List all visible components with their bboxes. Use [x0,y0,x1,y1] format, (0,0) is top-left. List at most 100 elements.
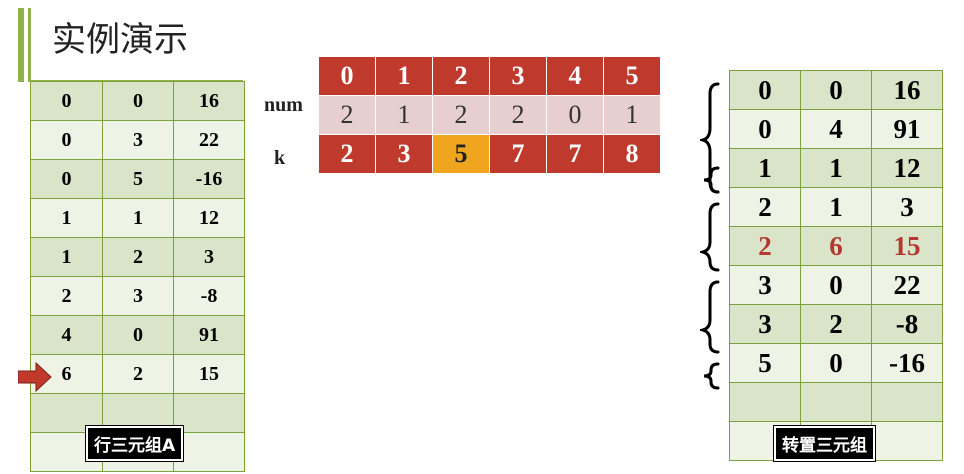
title-accent-bar-thin [28,8,31,82]
triple-a-cell: -8 [173,276,245,316]
triple-a-cell: 0 [30,120,103,160]
triple-a-label: 行三元组A [86,426,184,461]
triple-a-row: 0 3 22 [30,120,245,160]
brace-group-5 [703,362,720,390]
triple-a-row: 0 5 -16 [30,159,245,199]
triple-b-row: 1 1 12 [729,148,943,188]
triple-b-cell: 0 [729,70,801,110]
triple-b-cell: 0 [729,109,801,149]
triple-b-row: 0 0 16 [729,70,943,110]
k-cell: 5 [432,134,490,174]
triple-b-row: 0 4 91 [729,109,943,149]
num-cell: 0 [546,95,604,135]
triple-a-cell: 0 [102,315,174,355]
index-cell: 3 [489,56,547,96]
triple-b-cell [800,382,872,422]
triple-a-cell [30,393,103,433]
triple-b-cell: 1 [800,187,872,227]
triple-a-cell: 5 [102,159,174,199]
triple-b-cell: 6 [800,226,872,266]
triple-b-cell: -16 [871,343,943,383]
triple-b-cell: 2 [729,187,801,227]
triple-table-transposed: 0 0 16 0 4 91 1 1 12 2 1 3 2 6 15 3 0 22 3 2 -8 5 0 -16 [729,70,943,461]
triple-a-cell: 1 [102,198,174,238]
triple-b-cell: 12 [871,148,943,188]
triple-b-cell: 5 [729,343,801,383]
triple-b-row [729,382,943,422]
triple-b-row: 3 2 -8 [729,304,943,344]
triple-b-row: 3 0 22 [729,265,943,305]
triple-a-cell: 22 [173,120,245,160]
triple-b-cell: 0 [800,343,872,383]
current-row-arrow-icon [18,362,52,392]
triple-a-cell: 3 [102,120,174,160]
triple-b-row: 5 0 -16 [729,343,943,383]
triple-b-cell: 0 [800,70,872,110]
triple-a-row: 0 0 16 [30,81,245,121]
num-cell: 1 [375,95,433,135]
triple-b-cell: 2 [729,226,801,266]
k-label: k [274,147,286,169]
triple-b-cell: 15 [871,226,943,266]
triple-a-cell: 1 [30,198,103,238]
triple-b-row: 2 6 15 [729,226,943,266]
triple-b-cell: -8 [871,304,943,344]
triple-b-cell: 91 [871,109,943,149]
triple-a-cell: 91 [173,315,245,355]
triple-a-cell: 3 [102,276,174,316]
triple-b-cell [871,421,943,461]
num-cell: 2 [489,95,547,135]
k-cell: 3 [375,134,433,174]
triple-b-cell: 3 [729,304,801,344]
num-label: num [264,94,303,116]
triple-a-row [30,393,245,433]
index-cell: 1 [375,56,433,96]
triple-a-cell: 2 [102,237,174,277]
triple-b-cell: 1 [729,148,801,188]
triple-b-cell [871,382,943,422]
k-cell: 8 [603,134,661,174]
num-cell: 1 [603,95,661,135]
triple-b-cell [729,382,801,422]
num-cell: 2 [432,95,490,135]
triple-a-cell: 12 [173,198,245,238]
triple-a-row: 1 1 12 [30,198,245,238]
group-braces [700,82,720,390]
triple-b-cell: 0 [800,265,872,305]
index-cell: 5 [603,56,661,96]
triple-a-cell [173,432,245,472]
triple-b-cell: 3 [729,265,801,305]
index-cell: 2 [432,56,490,96]
triple-a-cell: 2 [30,276,103,316]
brace-group-2 [700,202,720,272]
triple-a-cell: -16 [173,159,245,199]
index-cell: 4 [546,56,604,96]
triple-a-cell: 1 [30,237,103,277]
triple-a-cell: 0 [30,159,103,199]
triple-a-row: 2 3 -8 [30,276,245,316]
triple-b-cell: 2 [800,304,872,344]
triple-a-cell [173,393,245,433]
triple-table-a: 0 0 16 0 3 22 0 5 -16 1 1 12 1 2 3 2 3 -8 4 0 91 6 2 15 [30,81,245,472]
triple-b-cell: 1 [800,148,872,188]
k-cell: 2 [318,134,376,174]
triple-b-cell: 16 [871,70,943,110]
brace-group-1 [703,166,720,194]
triple-b-cell: 22 [871,265,943,305]
triple-b-label: 转置三元组 [774,426,875,461]
k-cell: 7 [546,134,604,174]
triple-a-cell: 0 [102,81,174,121]
triple-a-row: 6 2 15 [30,354,245,394]
k-cell: 7 [489,134,547,174]
triple-b-cell: 4 [800,109,872,149]
triple-a-cell: 0 [30,81,103,121]
triple-b-cell: 3 [871,187,943,227]
triple-a-cell: 2 [102,354,174,394]
brace-group-3 [700,280,720,354]
